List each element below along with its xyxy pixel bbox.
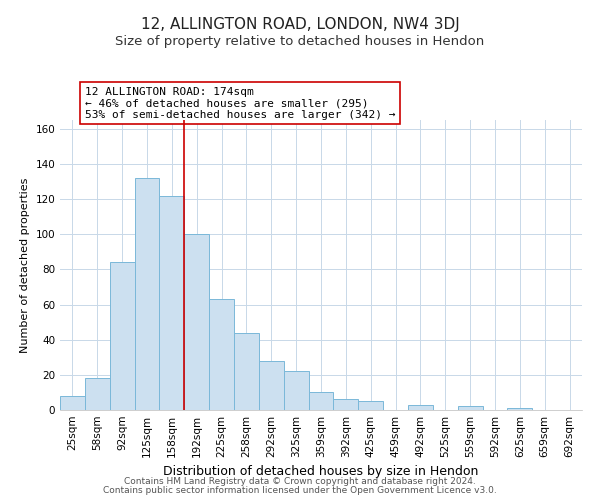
Text: 12 ALLINGTON ROAD: 174sqm
← 46% of detached houses are smaller (295)
53% of semi: 12 ALLINGTON ROAD: 174sqm ← 46% of detac… <box>85 87 395 120</box>
Bar <box>458 406 482 410</box>
Bar <box>334 400 358 410</box>
Bar <box>284 372 308 410</box>
Bar <box>259 361 284 410</box>
Bar <box>110 262 134 410</box>
Bar <box>85 378 110 410</box>
Text: Size of property relative to detached houses in Hendon: Size of property relative to detached ho… <box>115 35 485 48</box>
Bar <box>160 196 184 410</box>
Bar <box>134 178 160 410</box>
Bar <box>234 332 259 410</box>
X-axis label: Distribution of detached houses by size in Hendon: Distribution of detached houses by size … <box>163 466 479 478</box>
Bar <box>408 404 433 410</box>
Text: Contains public sector information licensed under the Open Government Licence v3: Contains public sector information licen… <box>103 486 497 495</box>
Bar <box>209 300 234 410</box>
Text: 12, ALLINGTON ROAD, LONDON, NW4 3DJ: 12, ALLINGTON ROAD, LONDON, NW4 3DJ <box>140 18 460 32</box>
Bar <box>60 396 85 410</box>
Bar <box>508 408 532 410</box>
Text: Contains HM Land Registry data © Crown copyright and database right 2024.: Contains HM Land Registry data © Crown c… <box>124 477 476 486</box>
Bar <box>184 234 209 410</box>
Y-axis label: Number of detached properties: Number of detached properties <box>20 178 30 352</box>
Bar <box>358 401 383 410</box>
Bar <box>308 392 334 410</box>
